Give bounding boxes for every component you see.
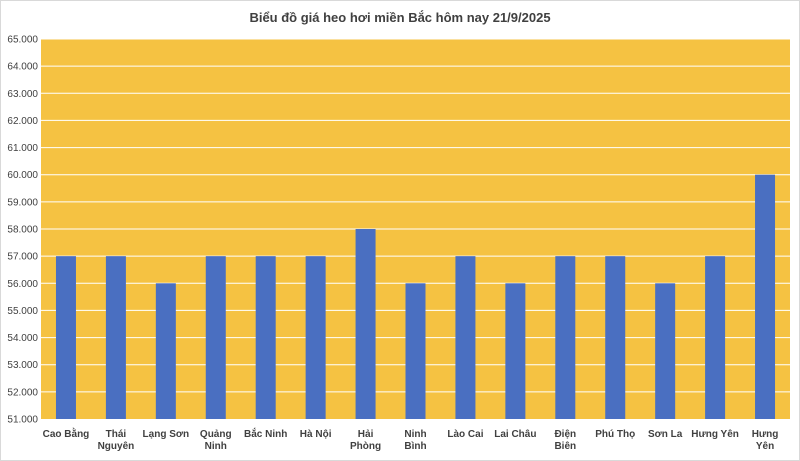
x-tick-label: Điện Biên	[554, 429, 576, 452]
bar	[255, 256, 276, 419]
y-tick-label: 55.000	[7, 306, 38, 317]
x-tick-label: Cao Bằng	[43, 427, 90, 440]
x-tick-label: Lào Cai	[447, 429, 483, 440]
bar	[205, 256, 226, 419]
y-tick-label: 51.000	[7, 415, 38, 426]
bar	[55, 256, 76, 419]
y-tick-label: 57.000	[7, 252, 38, 263]
x-tick-label: Hải Phòng	[350, 429, 381, 452]
bar	[705, 256, 726, 419]
y-tick-label: 54.000	[7, 333, 38, 344]
bar	[605, 256, 626, 419]
x-tick-label: Ninh Bình	[404, 429, 426, 452]
x-tick-label: Sơn La	[648, 429, 683, 440]
bar	[455, 256, 476, 419]
x-tick-label: Quảng Ninh	[200, 429, 232, 452]
chart-title: Biểu đồ giá heo hơi miền Bắc hôm nay 21/…	[249, 10, 551, 25]
y-tick-label: 52.000	[7, 387, 38, 398]
bar	[505, 283, 526, 419]
bar	[655, 283, 676, 419]
x-tick-label: Bắc Ninh	[244, 427, 287, 440]
x-tick-label: Phú Thọ	[595, 429, 635, 440]
y-tick-label: 56.000	[7, 279, 38, 290]
bar	[305, 256, 326, 419]
bar	[105, 256, 126, 419]
bar	[405, 283, 426, 419]
y-tick-label: 60.000	[7, 170, 38, 181]
y-tick-label: 58.000	[7, 225, 38, 236]
bar	[355, 229, 376, 419]
x-tick-label: Lai Châu	[494, 429, 536, 440]
x-tick-label: Hưng Yên	[691, 429, 739, 440]
y-tick-label: 65.000	[7, 35, 38, 46]
x-tick-label: Hưng Yên	[752, 429, 779, 452]
bars	[55, 174, 776, 419]
x-tick-label: Lạng Sơn	[143, 429, 190, 440]
y-axis-ticks: 51.000 52.000 53.000 54.000 55.000 56.000 57.0…	[7, 35, 38, 426]
y-tick-label: 62.000	[7, 116, 38, 127]
x-tick-label: Hà Nội	[300, 429, 332, 440]
bar	[755, 174, 776, 419]
y-tick-label: 53.000	[7, 360, 38, 371]
x-axis-ticks: Cao Bằng Thái Nguyên Lạng Sơn Quảng Ninh Bắc N…	[43, 427, 779, 452]
bar	[555, 256, 576, 419]
bar	[155, 283, 176, 419]
y-tick-label: 61.000	[7, 143, 38, 154]
y-tick-label: 59.000	[7, 197, 38, 208]
y-tick-label: 63.000	[7, 89, 38, 100]
x-tick-label: Thái Nguyên	[98, 429, 135, 452]
y-tick-label: 64.000	[7, 62, 38, 73]
